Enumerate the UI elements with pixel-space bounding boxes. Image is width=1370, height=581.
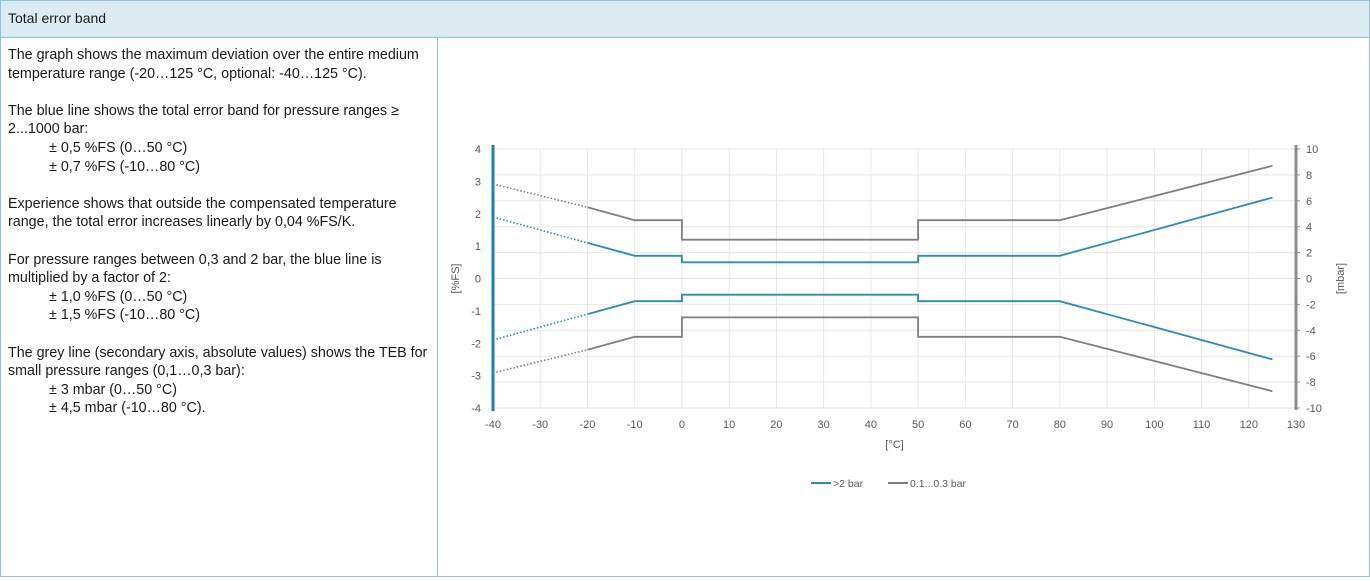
x-tick-label: 50 — [912, 419, 924, 431]
description-column: The graph shows the maximum deviation ov… — [1, 38, 438, 576]
y2-tick-label: 8 — [1306, 170, 1312, 182]
desc-paragraph-4: For pressure ranges between 0,3 and 2 ba… — [8, 251, 382, 287]
series-grey-dotted-lower — [492, 348, 588, 374]
x-tick-label: 110 — [1193, 419, 1211, 431]
y2-tick-label: -8 — [1306, 377, 1316, 389]
x-tick-label: 10 — [723, 419, 735, 431]
y-tick-label: -4 — [471, 403, 481, 415]
y-tick-label: -3 — [471, 371, 481, 383]
desc-paragraph-5: The grey line (secondary axis, absolute … — [8, 344, 428, 380]
y2-tick-label: 6 — [1306, 196, 1312, 208]
x-tick-label: -30 — [532, 419, 548, 431]
series-grey-upper-line — [587, 164, 1273, 241]
y2-tick-label: 4 — [1306, 222, 1312, 234]
y2-tick-label: 10 — [1306, 144, 1318, 156]
series-blue-lower-line — [587, 293, 1273, 361]
x-tick-label: 30 — [818, 419, 830, 431]
y2-tick-label: 2 — [1306, 248, 1312, 260]
x-tick-label: 0 — [679, 419, 685, 431]
desc-grey-line-2: ± 4,5 mbar (-10…80 °C). — [49, 400, 206, 417]
desc-factor-line-2: ± 1,5 %FS (-10…80 °C) — [49, 307, 201, 324]
y2-tick-label: -6 — [1306, 351, 1316, 363]
y2-axis-title: [mbar] — [1335, 263, 1347, 294]
y-tick-label: 3 — [475, 176, 481, 188]
x-tick-label: 60 — [959, 419, 971, 431]
series-grey-dotted-upper — [492, 183, 588, 209]
desc-blue-line-2: ± 0,7 %FS (-10…80 °C) — [49, 158, 201, 175]
x-tick-label: 90 — [1101, 419, 1113, 431]
y-axis-title: [%FS] — [450, 264, 462, 294]
x-tick-label: 120 — [1240, 419, 1258, 431]
x-tick-label: 100 — [1145, 419, 1163, 431]
x-tick-label: 70 — [1006, 419, 1018, 431]
x-tick-label: 130 — [1287, 419, 1305, 431]
desc-paragraph-2: The blue line shows the total error band… — [8, 102, 399, 138]
x-tick-label: 40 — [865, 419, 877, 431]
desc-paragraph-3: Experience shows that outside the compen… — [8, 195, 397, 231]
x-tick-label: -40 — [485, 419, 501, 431]
x-tick-label: -20 — [580, 419, 596, 431]
series-blue-dotted-lower — [492, 313, 588, 341]
x-tick-label: 20 — [770, 419, 782, 431]
y2-tick-label: -2 — [1306, 299, 1316, 311]
legend-label-grey: 0.1...0.3 bar — [910, 478, 967, 490]
y2-tick-label: 0 — [1306, 274, 1312, 286]
desc-grey-line-1: ± 3 mbar (0…50 °C) — [49, 381, 177, 398]
panel-title: Total error band — [8, 10, 107, 26]
legend-label-blue: >2 bar — [833, 478, 864, 490]
y-tick-label: -1 — [471, 306, 481, 318]
x-axis-title: [°C] — [885, 439, 903, 451]
series-grey-lower-line — [587, 316, 1273, 393]
desc-factor-line-1: ± 1,0 %FS (0…50 °C) — [49, 288, 188, 305]
x-tick-label: -10 — [627, 419, 643, 431]
panel-header: Total error band — [1, 1, 1369, 38]
y2-tick-label: -10 — [1306, 403, 1322, 415]
chart-area: -4 -3 -2 -1 0 1 2 3 4 -10 -8 -6 -4 -2 0 2 4 6 8 10 -40 -30 -20… — [438, 38, 1369, 576]
y-tick-label: 4 — [475, 144, 481, 156]
series-blue-dotted-upper — [492, 216, 588, 244]
y-tick-label: 0 — [475, 274, 481, 286]
y-tick-label: 1 — [475, 241, 481, 253]
desc-blue-line-1: ± 0,5 %FS (0…50 °C) — [49, 139, 188, 156]
y-tick-label: -2 — [471, 338, 481, 350]
series-blue-upper-line — [587, 196, 1273, 264]
y2-tick-label: -4 — [1306, 325, 1316, 337]
y-tick-label: 2 — [475, 209, 481, 221]
description-text: The graph shows the maximum deviation ov… — [8, 46, 428, 418]
x-tick-label: 80 — [1054, 419, 1066, 431]
desc-paragraph-1: The graph shows the maximum deviation ov… — [8, 47, 419, 82]
